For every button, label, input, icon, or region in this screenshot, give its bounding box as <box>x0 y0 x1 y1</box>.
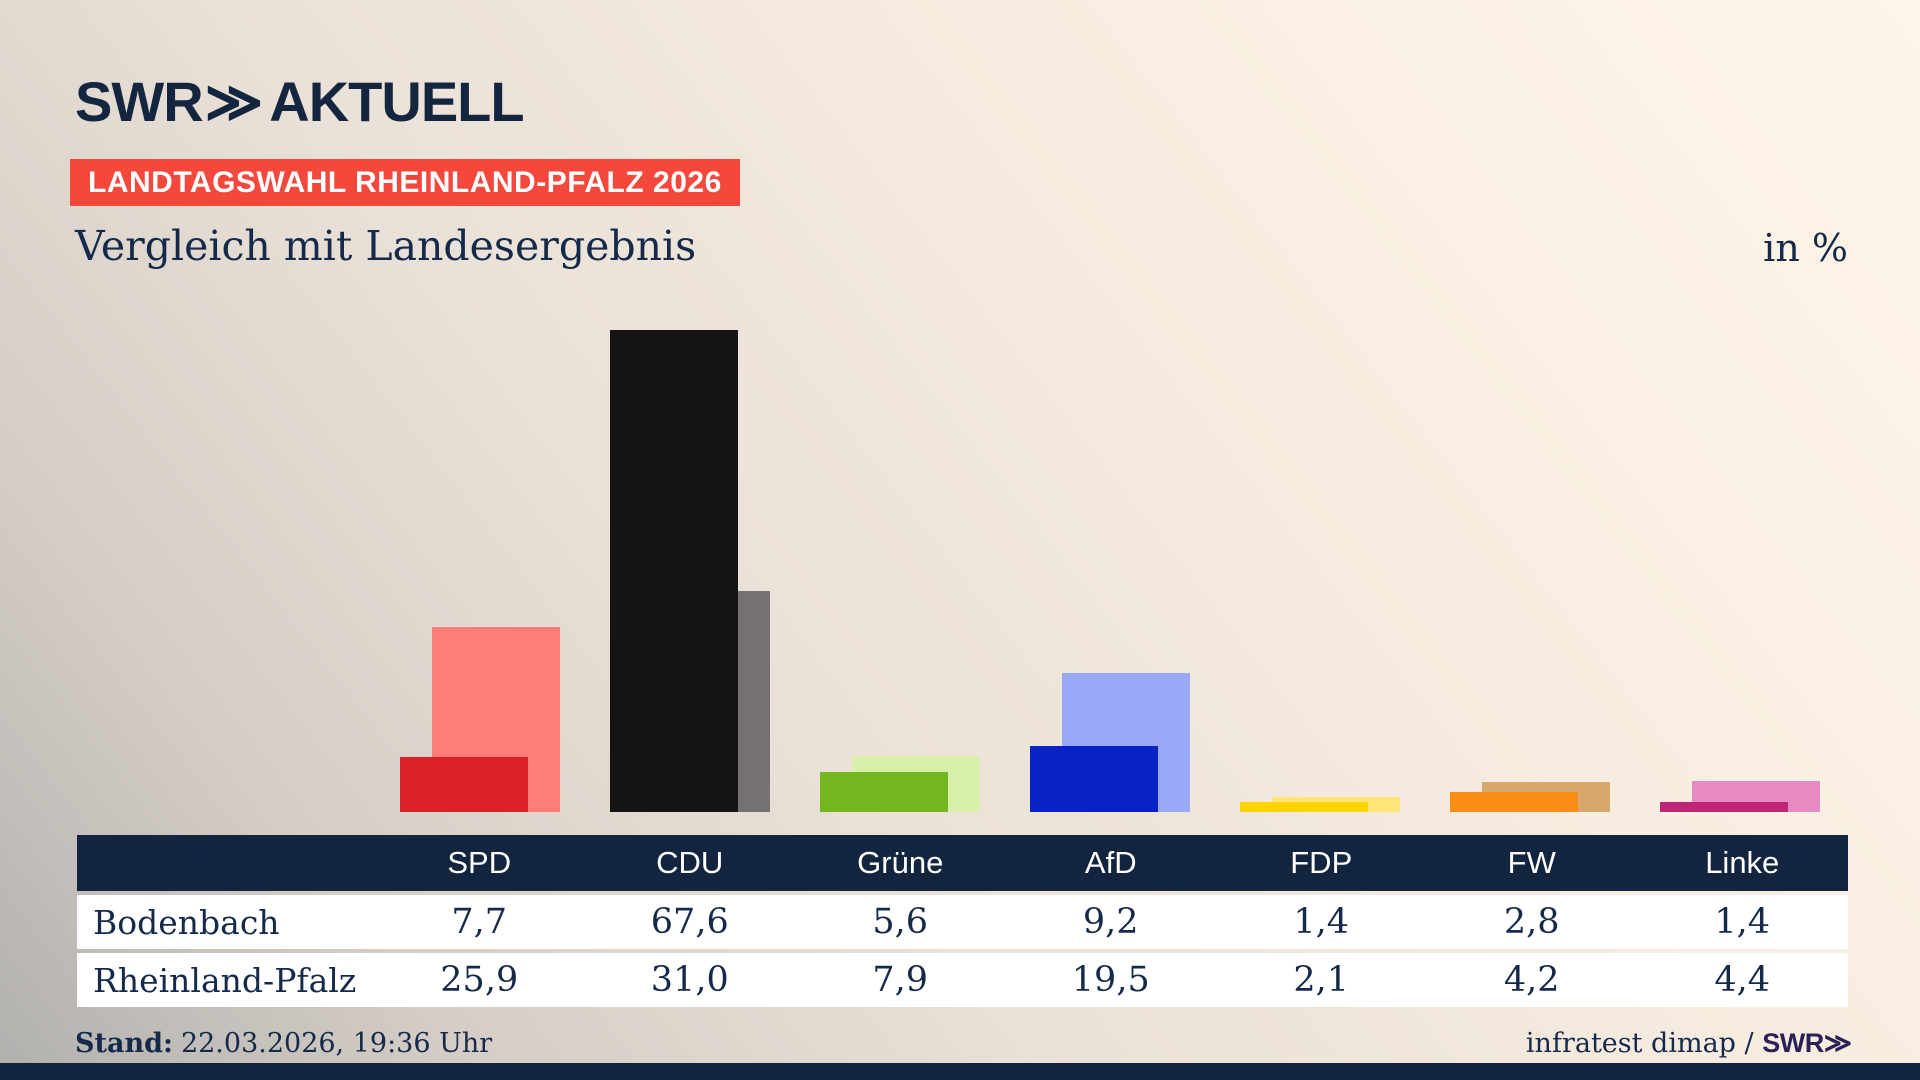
value-bodenbach-cdu: 67,6 <box>650 902 729 942</box>
bar-fw-bodenbach <box>1450 792 1578 812</box>
bar-linke-bodenbach <box>1660 802 1788 812</box>
bar-cdu-bodenbach <box>610 330 738 812</box>
row-label-bodenbach: Bodenbach <box>93 902 280 942</box>
stand-value: 22.03.2026, 19:36 Uhr <box>180 1028 493 1059</box>
value-bodenbach-fdp: 1,4 <box>1293 902 1350 942</box>
source-text: infratest dimap / <box>1525 1028 1763 1059</box>
value-bodenbach-grune: 5,6 <box>872 902 929 942</box>
table-row-rheinland-pfalz: Rheinland-Pfalz 25,9 31,0 7,9 19,5 2,1 4,2 4,4 <box>77 953 1848 1007</box>
swr-small-text: SWR <box>1762 1028 1824 1058</box>
source-credit: infratest dimap / SWR≫ <box>1525 1028 1852 1059</box>
stand-label: Stand: <box>75 1028 173 1059</box>
column-header-linke: Linke <box>1705 845 1780 880</box>
value-rheinland-pfalz-linke: 4,4 <box>1714 960 1771 1000</box>
value-bodenbach-afd: 9,2 <box>1082 902 1139 942</box>
value-bodenbach-fw: 2,8 <box>1503 902 1560 942</box>
column-header-cdu: CDU <box>656 845 724 880</box>
value-rheinland-pfalz-grune: 7,9 <box>872 960 929 1000</box>
chart-title: Vergleich mit Landesergebnis <box>75 222 697 270</box>
bar-spd-bodenbach <box>400 757 528 812</box>
swr-logo-small: SWR≫ <box>1762 1028 1852 1058</box>
column-header-fdp: FDP <box>1290 845 1353 880</box>
bar-grune-bodenbach <box>820 772 948 812</box>
bar-afd-bodenbach <box>1030 746 1158 812</box>
double-chevron-small-icon: ≫ <box>1823 1028 1852 1058</box>
value-bodenbach-spd: 7,7 <box>451 902 508 942</box>
column-header-grune: Grüne <box>857 845 944 880</box>
election-title-badge: LANDTAGSWAHL RHEINLAND-PFALZ 2026 <box>70 159 740 206</box>
table-header-row: SPD CDU Grüne AfD FDP FW Linke <box>77 835 1848 891</box>
results-table: SPD CDU Grüne AfD FDP FW Linke Bodenbach 7,7 67,6… <box>77 835 1848 1007</box>
logo-word: AKTUELL <box>269 70 524 133</box>
logo-brand-text: SWR <box>75 70 204 133</box>
value-rheinland-pfalz-fw: 4,2 <box>1503 960 1560 1000</box>
row-label-rheinland-pfalz: Rheinland-Pfalz <box>93 960 357 1000</box>
bar-fdp-bodenbach <box>1240 802 1368 812</box>
column-header-spd: SPD <box>447 845 512 880</box>
unit-label: in % <box>1763 226 1848 270</box>
double-chevron-icon: ≫ <box>204 70 264 133</box>
table-row-bodenbach: Bodenbach 7,7 67,6 5,6 9,2 1,4 2,8 1,4 <box>77 895 1848 949</box>
bottom-bar <box>0 1063 1920 1080</box>
value-rheinland-pfalz-fdp: 2,1 <box>1293 960 1350 1000</box>
value-rheinland-pfalz-cdu: 31,0 <box>650 960 729 1000</box>
value-bodenbach-linke: 1,4 <box>1714 902 1771 942</box>
value-rheinland-pfalz-spd: 25,9 <box>440 960 519 1000</box>
value-rheinland-pfalz-afd: 19,5 <box>1071 960 1150 1000</box>
swr-aktuell-logo: SWR≫ AKTUELL <box>75 74 525 130</box>
column-header-afd: AfD <box>1084 845 1137 880</box>
timestamp: Stand: 22.03.2026, 19:36 Uhr <box>75 1028 492 1059</box>
column-header-fw: FW <box>1507 845 1556 880</box>
